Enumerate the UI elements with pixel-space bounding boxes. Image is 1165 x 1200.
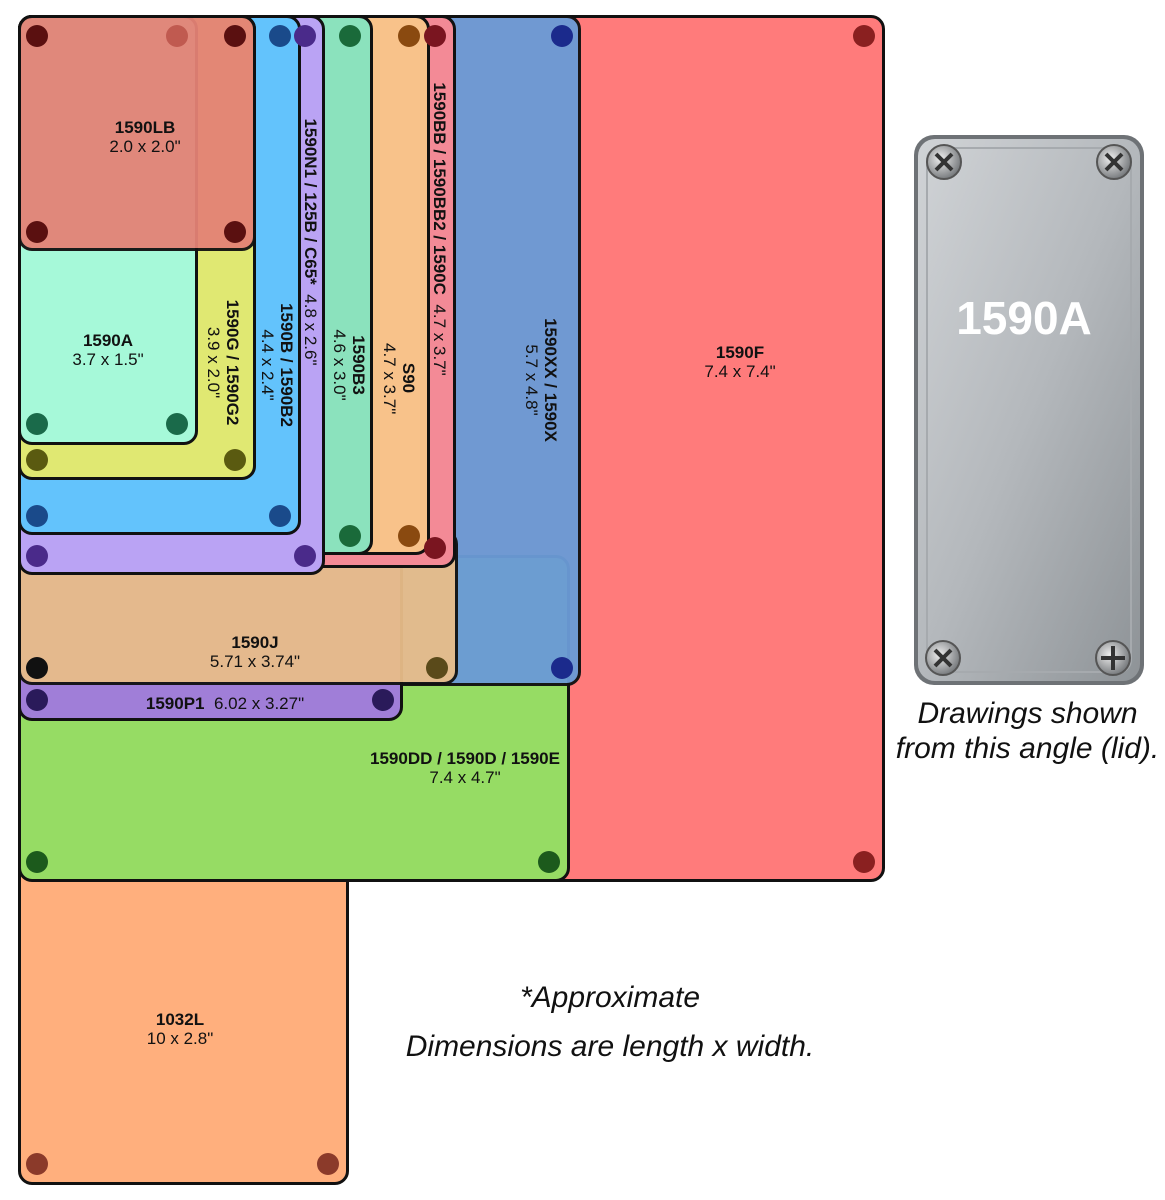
- mounting-hole: [166, 25, 188, 47]
- enclosure-photo: 1590A: [914, 135, 1144, 685]
- mounting-hole: [26, 657, 48, 679]
- mounting-hole: [317, 1153, 339, 1175]
- mounting-hole: [26, 851, 48, 873]
- label-1590B: 1590B / 1590B2 4.4 x 2.4": [258, 290, 296, 440]
- label-1590A-dims: 3.7 x 1.5": [72, 350, 144, 369]
- label-1590P1-name: 1590P1: [145, 694, 205, 713]
- label-1590A: 1590A 3.7 x 1.5": [38, 331, 178, 369]
- label-1590G-dims: 3.9 x 2.0": [204, 326, 223, 399]
- mounting-hole: [538, 851, 560, 873]
- mounting-hole: [424, 25, 446, 47]
- label-1590J: 1590J 5.71 x 3.74": [160, 633, 350, 671]
- label-1590DD: 1590DD / 1590D / 1590E 7.4 x 4.7": [350, 749, 580, 787]
- label-1590LB-name: 1590LB: [114, 118, 176, 137]
- label-S90: S90 4.7 x 3.7": [380, 343, 418, 415]
- screw-icon: [1095, 640, 1131, 676]
- mounting-hole: [224, 221, 246, 243]
- label-1590B3-dims: 4.6 x 3.0": [330, 329, 349, 401]
- label-1590DD-dims: 7.4 x 4.7": [429, 768, 501, 787]
- mounting-hole: [339, 525, 361, 547]
- enclosure-1590LB: [18, 15, 256, 251]
- label-S90-dims: 4.7 x 3.7": [380, 343, 399, 415]
- mounting-hole: [26, 449, 48, 471]
- mounting-hole: [26, 505, 48, 527]
- label-1590DD-name: 1590DD / 1590D / 1590E: [370, 749, 560, 768]
- label-1032L-dims: 10 x 2.8": [146, 1029, 214, 1048]
- label-1590J-dims: 5.71 x 3.74": [209, 652, 301, 671]
- mounting-hole: [26, 689, 48, 711]
- mounting-hole: [372, 689, 394, 711]
- mounting-hole: [224, 449, 246, 471]
- label-1590N1: 1590N1 / 125B / C65* 4.8 x 2.6": [301, 72, 320, 412]
- label-1590B3: 1590B3 4.6 x 3.0": [330, 320, 368, 410]
- mounting-hole: [339, 25, 361, 47]
- mounting-hole: [551, 25, 573, 47]
- label-1590B-name: 1590B / 1590B2: [277, 303, 296, 427]
- mounting-hole: [398, 25, 420, 47]
- mounting-hole: [426, 657, 448, 679]
- photo-caption: Drawings shown from this angle (lid).: [895, 697, 1160, 765]
- label-1590LB-dims: 2.0 x 2.0": [109, 137, 181, 156]
- screw-icon: [1096, 144, 1132, 180]
- label-1590XX-dims: 5.7 x 4.8": [522, 344, 541, 416]
- label-1590G: 1590G / 1590G2 3.9 x 2.0": [204, 290, 242, 435]
- mounting-hole: [294, 545, 316, 567]
- label-1032L: 1032L 10 x 2.8": [100, 1010, 260, 1048]
- mounting-hole: [26, 25, 48, 47]
- screw-icon: [926, 144, 962, 180]
- mounting-hole: [294, 25, 316, 47]
- label-1590G-name: 1590G / 1590G2: [223, 299, 242, 426]
- mounting-hole: [853, 25, 875, 47]
- label-S90-name: S90: [399, 362, 418, 394]
- label-1590F-dims: 7.4 x 7.4": [704, 362, 776, 381]
- photo-label: 1590A: [956, 292, 1092, 344]
- mounting-hole: [269, 25, 291, 47]
- label-1590XX-name: 1590XX / 1590X: [541, 318, 560, 442]
- label-1032L-name: 1032L: [155, 1010, 205, 1029]
- label-1590BB-name: 1590BB / 1590BB2 / 1590C: [430, 82, 449, 295]
- mounting-hole: [26, 1153, 48, 1175]
- label-1590J-name: 1590J: [231, 633, 279, 652]
- label-1590BB-dims: 4.7 x 3.7": [430, 304, 449, 376]
- mounting-hole: [551, 657, 573, 679]
- label-1590B3-name: 1590B3: [349, 335, 368, 395]
- mounting-hole: [166, 413, 188, 435]
- mounting-hole: [853, 851, 875, 873]
- dimensions-note: Dimensions are length x width.: [405, 1030, 815, 1063]
- label-1590XX: 1590XX / 1590X 5.7 x 4.8": [522, 290, 560, 470]
- mounting-hole: [26, 413, 48, 435]
- label-1590F-name: 1590F: [715, 343, 765, 362]
- label-1590P1: 1590P1 6.02 x 3.27": [120, 694, 330, 713]
- label-1590BB: 1590BB / 1590BB2 / 1590C 4.7 x 3.7": [430, 48, 449, 410]
- mounting-hole: [26, 545, 48, 567]
- mounting-hole: [224, 25, 246, 47]
- mounting-hole: [26, 221, 48, 243]
- mounting-hole: [424, 537, 446, 559]
- label-1590A-name: 1590A: [82, 331, 134, 350]
- approximate-note: *Approximate: [519, 981, 701, 1014]
- label-1590P1-dims: 6.02 x 3.27": [213, 694, 305, 713]
- label-1590N1-name: 1590N1 / 125B / C65*: [301, 118, 320, 285]
- label-1590N1-dims: 4.8 x 2.6": [301, 294, 320, 366]
- mounting-hole: [269, 505, 291, 527]
- label-1590LB: 1590LB 2.0 x 2.0": [75, 118, 215, 156]
- label-1590F: 1590F 7.4 x 7.4": [650, 343, 830, 381]
- screw-icon: [925, 640, 961, 676]
- mounting-hole: [398, 525, 420, 547]
- label-1590B-dims: 4.4 x 2.4": [258, 329, 277, 401]
